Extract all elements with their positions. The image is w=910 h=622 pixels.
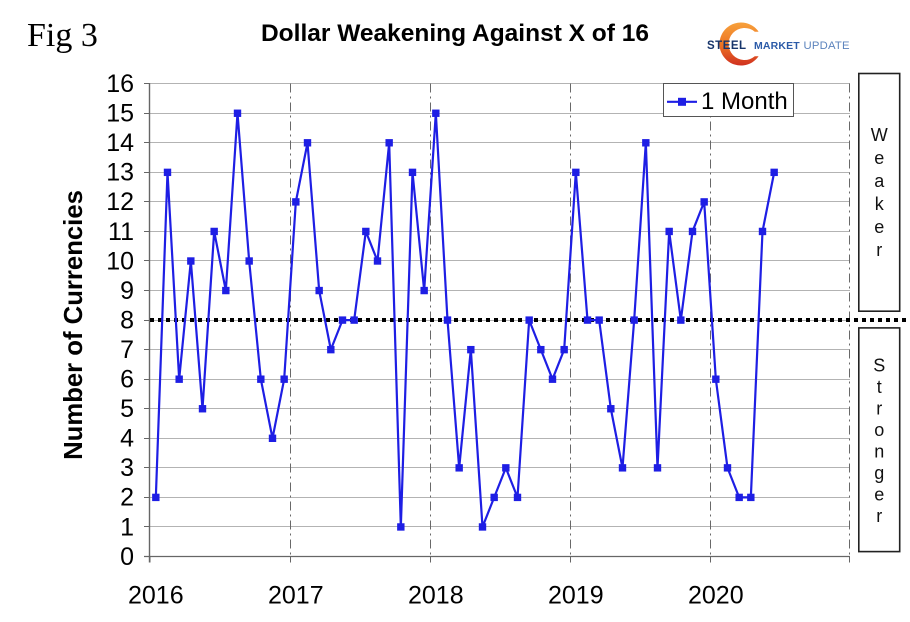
svg-text:a: a bbox=[874, 171, 885, 191]
svg-text:1: 1 bbox=[120, 513, 134, 541]
svg-text:W: W bbox=[871, 125, 888, 145]
svg-text:r: r bbox=[876, 398, 882, 418]
svg-text:S: S bbox=[873, 355, 885, 375]
svg-text:MARKET: MARKET bbox=[754, 40, 800, 52]
svg-text:6: 6 bbox=[120, 366, 134, 394]
svg-text:1 Month: 1 Month bbox=[701, 88, 788, 115]
svg-text:4: 4 bbox=[120, 425, 134, 453]
svg-text:8: 8 bbox=[120, 306, 134, 334]
svg-text:n: n bbox=[874, 441, 884, 461]
svg-text:t: t bbox=[877, 377, 882, 397]
svg-text:o: o bbox=[874, 420, 884, 440]
svg-text:e: e bbox=[874, 148, 884, 168]
svg-text:15: 15 bbox=[106, 100, 134, 128]
svg-text:7: 7 bbox=[120, 336, 134, 364]
svg-text:r: r bbox=[876, 240, 882, 260]
svg-text:e: e bbox=[874, 484, 884, 504]
svg-text:10: 10 bbox=[106, 247, 134, 275]
svg-text:5: 5 bbox=[120, 395, 134, 423]
svg-text:k: k bbox=[875, 194, 885, 214]
svg-text:13: 13 bbox=[106, 159, 134, 187]
svg-text:14: 14 bbox=[106, 129, 134, 157]
svg-text:2020: 2020 bbox=[688, 582, 744, 610]
svg-text:2017: 2017 bbox=[268, 582, 324, 610]
svg-text:3: 3 bbox=[120, 454, 134, 482]
svg-text:Number of Currencies: Number of Currencies bbox=[60, 190, 88, 460]
svg-text:STEEL: STEEL bbox=[707, 40, 747, 52]
svg-text:2016: 2016 bbox=[128, 582, 184, 610]
svg-text:UPDATE: UPDATE bbox=[804, 40, 850, 52]
svg-text:r: r bbox=[876, 506, 882, 526]
svg-text:2019: 2019 bbox=[548, 582, 604, 610]
svg-text:g: g bbox=[874, 463, 884, 483]
svg-text:12: 12 bbox=[106, 188, 134, 216]
svg-text:e: e bbox=[874, 217, 884, 237]
svg-text:11: 11 bbox=[108, 218, 134, 246]
svg-text:2: 2 bbox=[120, 484, 134, 512]
svg-text:2018: 2018 bbox=[408, 582, 464, 610]
svg-text:0: 0 bbox=[120, 543, 134, 571]
svg-text:9: 9 bbox=[120, 277, 134, 305]
svg-text:16: 16 bbox=[106, 70, 134, 98]
